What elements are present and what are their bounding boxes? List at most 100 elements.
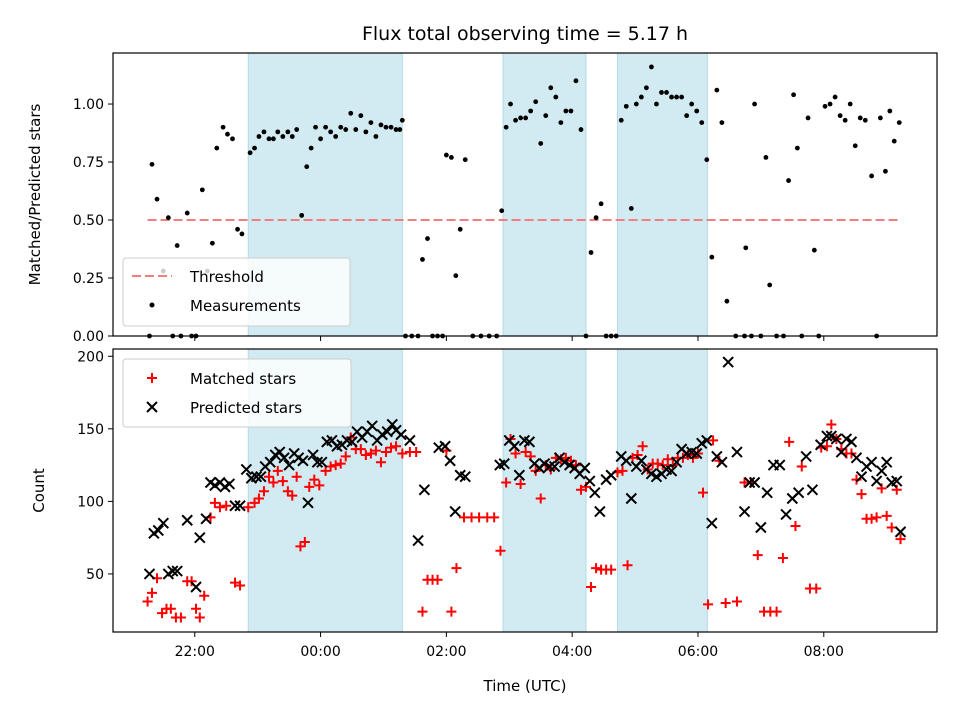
matched-star-marker: [295, 541, 306, 552]
bottom-y-axis-ticks: 50 100 150 200: [77, 349, 113, 583]
measurement-point: [383, 124, 389, 130]
predicted-star-marker: [738, 505, 751, 518]
measurement-point: [373, 134, 379, 139]
matched-star-marker: [299, 537, 310, 548]
measurement-point: [538, 141, 544, 146]
measurement-point: [852, 143, 858, 149]
measurement-point: [709, 254, 715, 260]
matched-star-marker: [243, 502, 254, 513]
measurement-point: [266, 136, 272, 142]
predicted-star-marker: [579, 462, 591, 474]
predicted-star-marker: [523, 436, 536, 448]
measurement-point: [348, 110, 354, 116]
predicted-star-markers: [143, 356, 907, 593]
predicted-star-marker: [307, 449, 319, 461]
x-tick-label: 02:00: [426, 644, 466, 660]
matched-star-marker: [446, 606, 457, 617]
top-y-axis-ticks: 0.00 0.25 0.50 0.75 1.00: [73, 97, 113, 345]
threshold-legend-label: Threshold: [189, 268, 264, 286]
matched-star-marker: [417, 606, 428, 617]
measurement-point: [378, 122, 384, 128]
measurement-point: [174, 243, 180, 248]
predicted-star-marker: [181, 514, 193, 526]
predicted-star-marker: [459, 471, 471, 483]
measurement-point: [304, 164, 310, 170]
predicted-star-marker: [800, 450, 812, 463]
matched-star-marker: [380, 447, 391, 458]
matched-star-marker: [397, 448, 408, 459]
measurement-point: [457, 226, 463, 232]
matched-star-marker: [637, 441, 648, 452]
measurement-point: [343, 127, 349, 132]
matched-star-marker: [253, 493, 264, 504]
measurement-point: [811, 247, 817, 253]
predicted-star-marker: [229, 500, 241, 512]
predicted-star-marker: [143, 568, 156, 580]
measurement-point: [543, 113, 549, 119]
measurement-point: [399, 117, 405, 123]
measurement-point: [679, 94, 685, 100]
matched-star-marker: [826, 419, 837, 430]
matched-star-marker: [221, 500, 232, 511]
predicted-star-marker: [418, 484, 431, 496]
measurement-point: [618, 117, 624, 123]
measurement-point: [199, 187, 205, 193]
measurement-point: [643, 85, 649, 91]
predicted-star-marker: [875, 465, 888, 477]
measurement-point: [393, 127, 399, 132]
matched-star-marker: [375, 457, 386, 468]
measurement-point: [503, 124, 509, 130]
x-tick-label: 08:00: [804, 644, 844, 660]
matched-star-marker: [165, 603, 176, 614]
measurement-point: [425, 236, 430, 241]
measurement-point: [289, 134, 295, 139]
measurement-point: [752, 101, 757, 107]
x-tick-label: 04:00: [552, 644, 592, 660]
measurements-legend-swatch: [149, 302, 155, 308]
predicted-star-marker: [701, 434, 713, 447]
shaded-interval: [502, 52, 587, 337]
predicted-star-marker: [830, 433, 843, 445]
predicted-star-marker: [855, 471, 868, 483]
measurement-point: [230, 136, 235, 142]
matched-star-marker: [287, 490, 298, 501]
predicted-star-marker: [152, 524, 164, 537]
measurement-point: [299, 212, 305, 218]
matched-star-marker: [411, 447, 422, 458]
predicted-star-marker: [850, 452, 863, 464]
measurement-point: [598, 201, 604, 207]
predicted-star-marker: [386, 418, 398, 431]
predicted-star-marker: [194, 531, 206, 544]
predicted-star-marker: [635, 455, 648, 467]
y-tick-label: 100: [77, 494, 104, 510]
measurement-point: [837, 113, 843, 119]
predicted-star-marker: [594, 505, 606, 518]
predicted-star-marker: [774, 459, 786, 471]
predicted-star-marker: [625, 492, 638, 505]
matched-star-marker: [881, 510, 892, 521]
measurement-point: [462, 157, 468, 163]
measurement-point: [323, 124, 329, 130]
matched-star-marker: [796, 461, 807, 472]
matched-star-marker: [821, 441, 832, 452]
matched-star-marker: [652, 458, 663, 469]
measurement-point: [791, 92, 796, 98]
matched-star-marker: [235, 580, 246, 591]
matched-star-marker: [591, 563, 602, 574]
x-axis-label: Time (UTC): [483, 677, 567, 695]
measurement-point: [862, 117, 868, 123]
measurement-point: [239, 231, 245, 237]
matched-star-marker: [698, 487, 709, 498]
measurement-point: [333, 134, 339, 139]
measurement-point: [832, 94, 838, 100]
measurement-point: [261, 129, 267, 135]
measurement-point: [694, 108, 700, 114]
x-tick-label: 22:00: [175, 644, 215, 660]
predicted-star-marker: [412, 534, 424, 547]
measurement-point: [220, 124, 226, 130]
predicted-star-marker: [814, 439, 827, 451]
matched-star-marker: [501, 477, 512, 488]
measurement-point: [149, 161, 155, 167]
predicted-star-marker: [366, 420, 378, 432]
